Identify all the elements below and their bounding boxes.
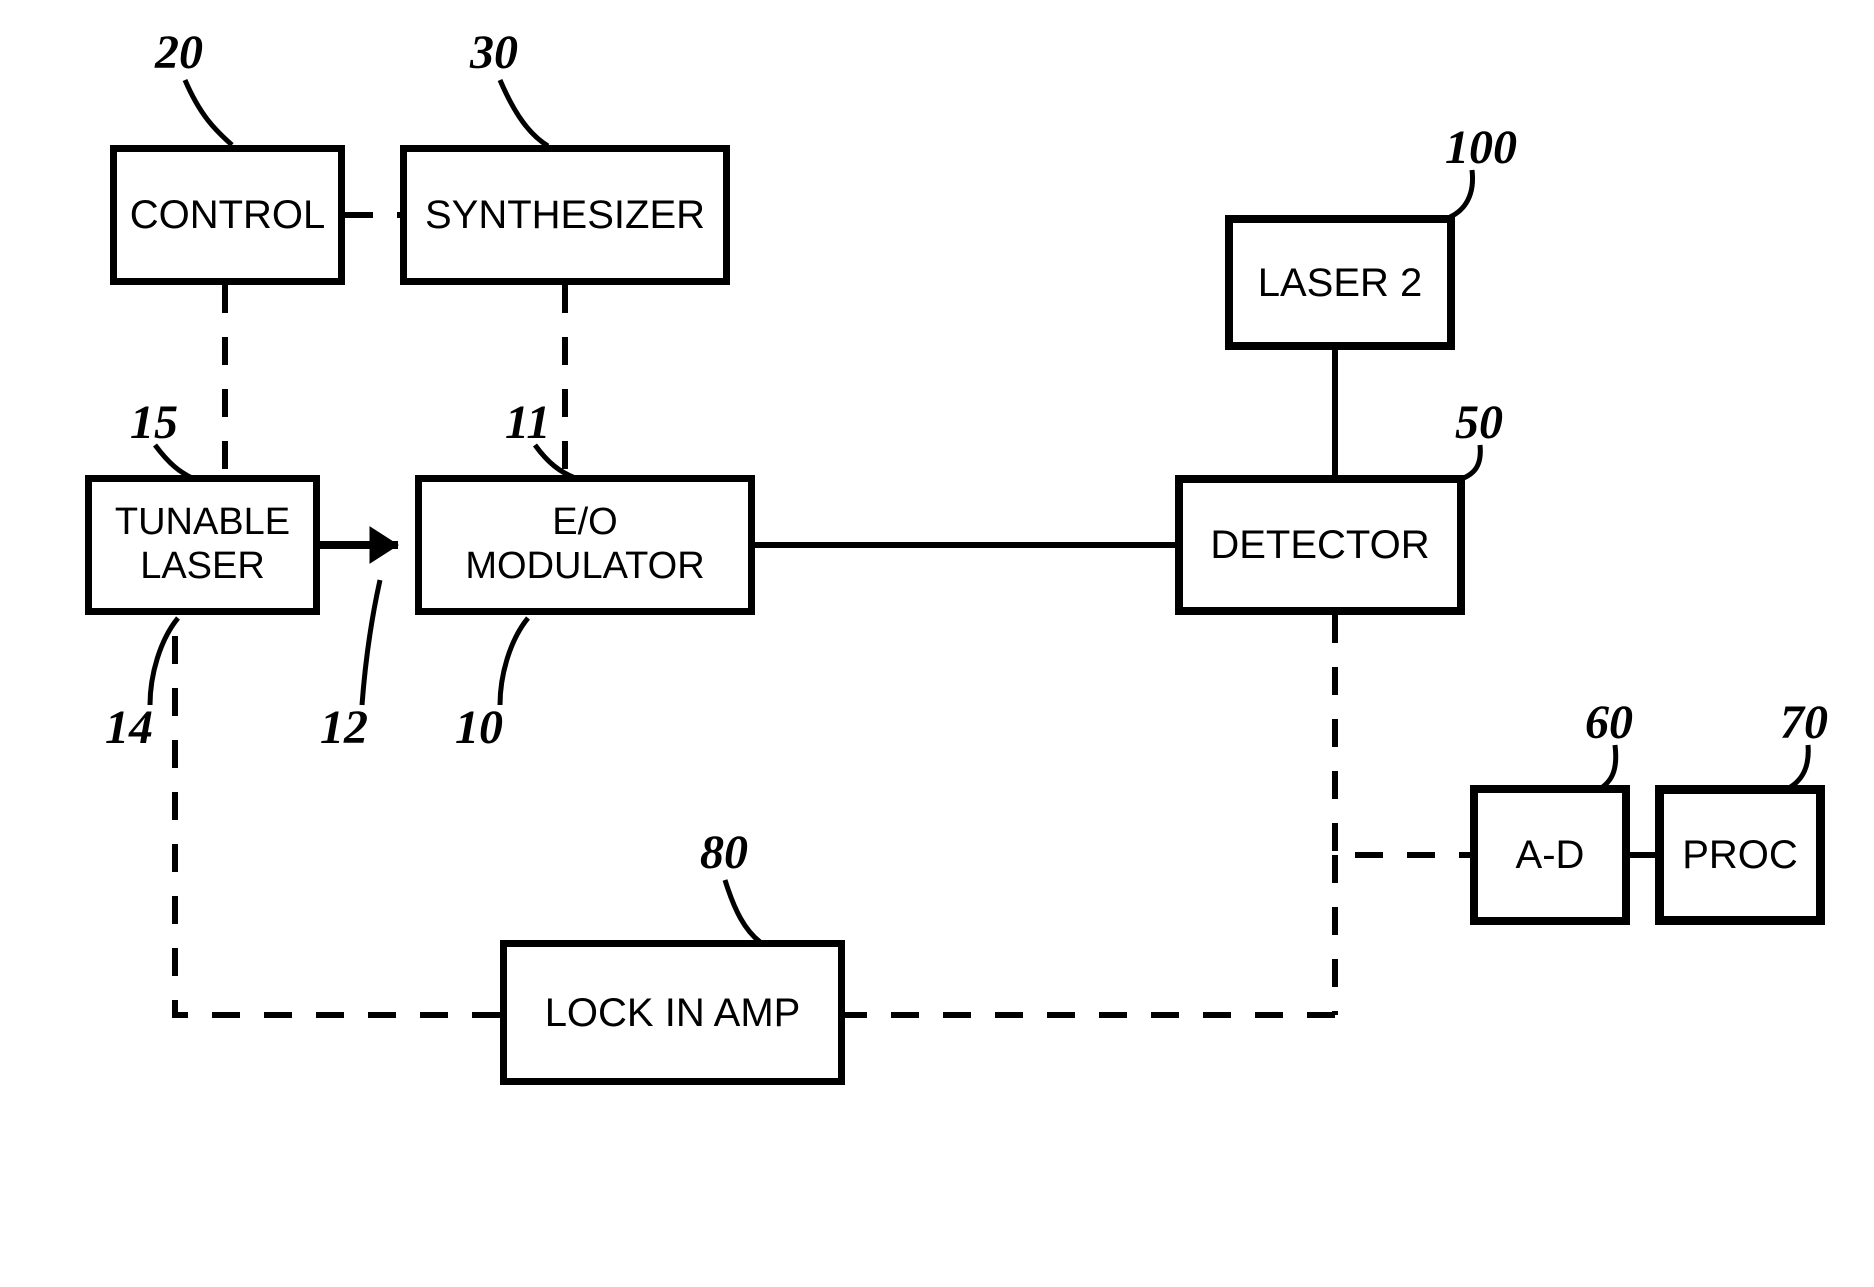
- block-label: LOCK IN AMP: [545, 990, 801, 1036]
- block-eo-modulator: E/O MODULATOR: [415, 475, 755, 615]
- ref-label-30: 30: [470, 25, 518, 80]
- ref-label-12: 12: [320, 700, 368, 755]
- block-label: DETECTOR: [1210, 522, 1429, 568]
- ref-label-10: 10: [455, 700, 503, 755]
- ref-text: 20: [155, 26, 203, 79]
- block-label: E/O MODULATOR: [465, 501, 704, 588]
- block-label: A-D: [1516, 832, 1585, 878]
- ref-text: 100: [1445, 121, 1517, 174]
- ref-text: 50: [1455, 396, 1503, 449]
- ref-text: 12: [320, 701, 368, 754]
- ref-label-50: 50: [1455, 395, 1503, 450]
- ref-label-11: 11: [505, 395, 550, 450]
- ref-text: 11: [505, 396, 550, 449]
- ref-label-100: 100: [1445, 120, 1517, 175]
- block-label: CONTROL: [130, 192, 326, 238]
- diagram-canvas: CONTROL SYNTHESIZER LASER 2 TUNABLE LASE…: [0, 0, 1874, 1287]
- block-a-d: A-D: [1470, 785, 1630, 925]
- block-label: SYNTHESIZER: [425, 192, 705, 238]
- block-control: CONTROL: [110, 145, 345, 285]
- block-detector: DETECTOR: [1175, 475, 1465, 615]
- block-proc: PROC: [1655, 785, 1825, 925]
- ref-label-80: 80: [700, 825, 748, 880]
- block-laser-2: LASER 2: [1225, 215, 1455, 350]
- ref-label-14: 14: [105, 700, 153, 755]
- ref-label-20: 20: [155, 25, 203, 80]
- block-label: LASER 2: [1258, 260, 1423, 306]
- ref-text: 15: [130, 396, 178, 449]
- block-label: TUNABLE LASER: [115, 501, 290, 588]
- block-synthesizer: SYNTHESIZER: [400, 145, 730, 285]
- ref-text: 14: [105, 701, 153, 754]
- block-lock-in-amp: LOCK IN AMP: [500, 940, 845, 1085]
- ref-text: 70: [1780, 696, 1828, 749]
- ref-label-70: 70: [1780, 695, 1828, 750]
- ref-text: 10: [455, 701, 503, 754]
- ref-text: 30: [470, 26, 518, 79]
- block-tunable-laser: TUNABLE LASER: [85, 475, 320, 615]
- ref-label-15: 15: [130, 395, 178, 450]
- block-label: PROC: [1682, 832, 1798, 878]
- ref-text: 80: [700, 826, 748, 879]
- ref-text: 60: [1585, 696, 1633, 749]
- ref-label-60: 60: [1585, 695, 1633, 750]
